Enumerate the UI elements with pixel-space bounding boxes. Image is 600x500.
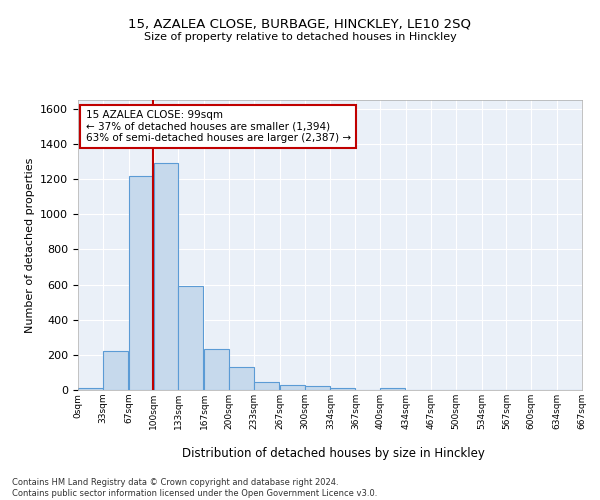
- Bar: [280, 384, 305, 390]
- Bar: [128, 176, 154, 390]
- Bar: [178, 286, 203, 390]
- Bar: [103, 352, 128, 390]
- Bar: [154, 164, 178, 390]
- Text: 15 AZALEA CLOSE: 99sqm
← 37% of detached houses are smaller (1,394)
63% of semi-: 15 AZALEA CLOSE: 99sqm ← 37% of detached…: [86, 110, 350, 143]
- Text: 15, AZALEA CLOSE, BURBAGE, HINCKLEY, LE10 2SQ: 15, AZALEA CLOSE, BURBAGE, HINCKLEY, LE1…: [128, 18, 472, 30]
- Bar: [204, 348, 229, 390]
- Y-axis label: Number of detached properties: Number of detached properties: [25, 158, 35, 332]
- Bar: [78, 388, 103, 390]
- Bar: [380, 388, 405, 390]
- Text: Distribution of detached houses by size in Hinckley: Distribution of detached houses by size …: [182, 448, 484, 460]
- Bar: [305, 386, 329, 390]
- Text: Contains HM Land Registry data © Crown copyright and database right 2024.
Contai: Contains HM Land Registry data © Crown c…: [12, 478, 377, 498]
- Bar: [331, 388, 355, 390]
- Bar: [254, 382, 279, 390]
- Text: Size of property relative to detached houses in Hinckley: Size of property relative to detached ho…: [143, 32, 457, 42]
- Bar: [229, 367, 254, 390]
